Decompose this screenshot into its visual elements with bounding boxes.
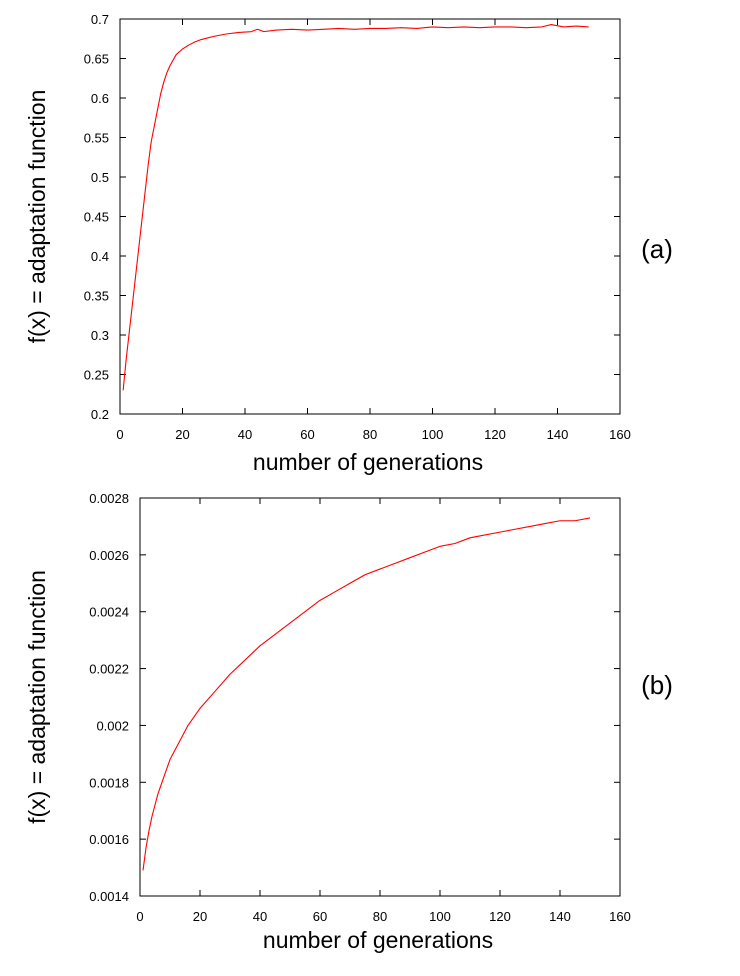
x-tick-label: 20 [193,909,207,924]
x-axis-label: number of generations [263,927,493,953]
chart-b: 0 20 40 60 80 100 120 140 160 0.0014 0.0016 0.0018 0… [24,491,673,953]
x-tick-label: 60 [300,427,314,442]
x-axis-label: number of generations [253,449,483,475]
y-tick-label: 0.0016 [89,832,129,847]
x-tick-label: 20 [175,427,189,442]
y-tick-label: 0.0024 [89,605,129,620]
y-tick-label: 0.5 [91,170,109,185]
chart-a: 0 20 40 60 80 100 120 140 160 0.2 0.25 0.3 0.35 0.4 0.… [24,12,673,475]
x-tick-label: 0 [116,427,123,442]
y-tick-label: 0.0028 [89,491,129,506]
y-tick-label: 0.7 [91,12,109,27]
y-tick-label: 0.3 [91,328,109,343]
x-tick-label: 120 [489,909,511,924]
y-tick-label: 0.25 [84,368,109,383]
y-tick-label: 0.0022 [89,662,129,677]
y-tick-label: 0.2 [91,407,109,422]
y-tick-label: 0.002 [96,718,129,733]
series-line [122,23,589,391]
x-tick-label: 120 [484,427,506,442]
y-tick-label: 0.0014 [89,889,129,904]
x-tick-label: 140 [547,427,569,442]
panel-label: (b) [641,670,673,700]
y-tick-label: 0.0018 [89,775,129,790]
x-tick-label: 80 [363,427,377,442]
x-tick-label: 160 [609,909,631,924]
y-tick-label: 0.35 [84,289,109,304]
y-tick-label: 0.65 [84,52,109,67]
plot-frame [119,18,621,415]
y-axis-label: f(x) = adaptation function [24,90,50,344]
x-tick-label: 80 [373,909,387,924]
y-tick-label: 0.45 [84,210,109,225]
panel-label: (a) [641,234,673,264]
y-tick-label: 0.4 [91,249,109,264]
y-tick-label: 0.6 [91,91,109,106]
x-tick-label: 140 [549,909,571,924]
x-tick-label: 100 [429,909,451,924]
plot-frame [139,497,621,897]
x-tick-label: 100 [422,427,444,442]
x-tick-label: 40 [253,909,267,924]
series-line [142,517,591,871]
x-tick-label: 0 [136,909,143,924]
y-tick-label: 0.0026 [89,548,129,563]
y-tick-label: 0.55 [84,131,109,146]
x-tick-label: 40 [238,427,252,442]
x-tick-label: 60 [313,909,327,924]
y-axis-label: f(x) = adaptation function [24,570,50,824]
x-tick-label: 160 [609,427,631,442]
